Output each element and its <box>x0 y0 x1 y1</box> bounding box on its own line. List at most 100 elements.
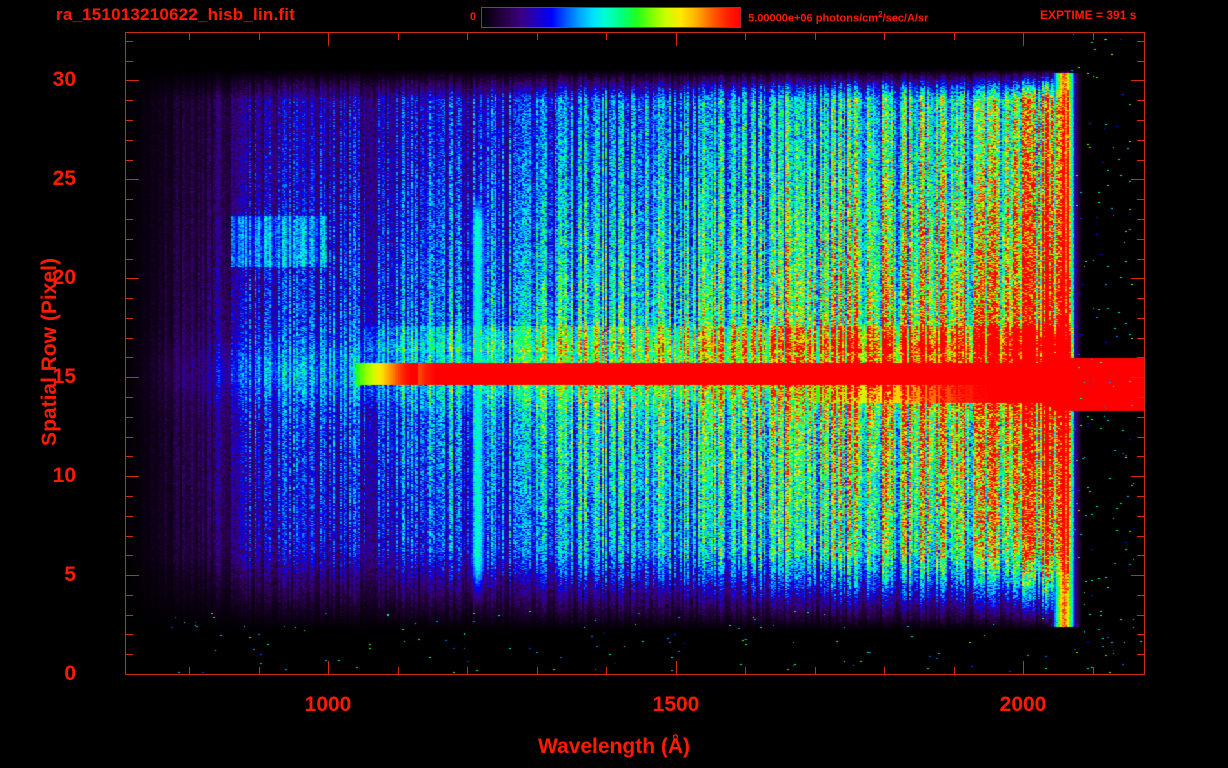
x-tick-minor <box>745 667 746 674</box>
y-tick-label: 5 <box>64 563 76 586</box>
exptime-label: EXPTIME = 391 s <box>1040 8 1137 22</box>
y-tick-label: 15 <box>52 365 76 388</box>
y-tick-minor <box>1137 397 1144 398</box>
y-tick-minor <box>1137 61 1144 62</box>
plot-frame <box>125 32 1145 675</box>
x-tick-minor <box>954 33 955 40</box>
y-tick-minor <box>126 595 133 596</box>
x-tick-major <box>1023 33 1024 46</box>
y-tick-minor <box>1137 199 1144 200</box>
y-tick-minor <box>126 318 133 319</box>
y-tick-major <box>1131 575 1144 576</box>
y-tick-major <box>1131 476 1144 477</box>
x-tick-label: 2000 <box>999 693 1047 716</box>
page-title: ra_151013210622_hisb_lin.fit <box>56 5 296 24</box>
y-tick-minor <box>1137 634 1144 635</box>
y-tick-minor <box>1137 100 1144 101</box>
y-tick-major <box>126 179 139 180</box>
y-tick-minor <box>1137 219 1144 220</box>
y-tick-minor <box>1137 120 1144 121</box>
x-tick-minor <box>537 667 538 674</box>
y-tick-major <box>126 80 139 81</box>
y-tick-minor <box>1137 654 1144 655</box>
y-tick-major <box>1131 377 1144 378</box>
y-tick-minor <box>126 100 133 101</box>
y-tick-minor <box>126 357 133 358</box>
y-tick-label: 25 <box>52 167 76 190</box>
y-tick-minor <box>126 120 133 121</box>
y-tick-minor <box>126 298 133 299</box>
y-tick-label: 0 <box>64 662 76 685</box>
y-tick-label: 10 <box>52 464 76 487</box>
y-tick-label: 20 <box>52 266 76 289</box>
x-tick-minor <box>259 667 260 674</box>
x-tick-minor <box>884 667 885 674</box>
y-tick-minor <box>1137 555 1144 556</box>
x-tick-major <box>328 33 329 46</box>
y-tick-minor <box>126 536 133 537</box>
y-tick-minor <box>126 338 133 339</box>
y-tick-minor <box>126 41 133 42</box>
y-tick-major <box>126 476 139 477</box>
colorbar-gradient <box>481 6 742 28</box>
x-tick-minor <box>884 33 885 40</box>
y-tick-minor <box>126 634 133 635</box>
x-tick-minor <box>1093 33 1094 40</box>
x-tick-minor <box>954 667 955 674</box>
x-tick-minor <box>189 667 190 674</box>
y-tick-minor <box>126 199 133 200</box>
colorbar-max-units: /sec/A/sr <box>882 12 929 25</box>
y-tick-minor <box>126 259 133 260</box>
x-tick-major <box>676 33 677 46</box>
y-tick-minor <box>1137 496 1144 497</box>
colorbar-max-label: 5.00000e+06 photons/cm2/sec/A/sr <box>748 10 928 25</box>
y-tick-minor <box>126 654 133 655</box>
y-tick-minor <box>126 417 133 418</box>
x-tick-minor <box>606 33 607 40</box>
y-axis-title: Spatial Row (Pixel) <box>38 258 61 446</box>
y-tick-major <box>126 575 139 576</box>
y-tick-minor <box>1137 516 1144 517</box>
y-tick-minor <box>1137 338 1144 339</box>
x-tick-minor <box>189 33 190 40</box>
x-tick-minor <box>398 33 399 40</box>
y-tick-minor <box>1137 357 1144 358</box>
y-tick-minor <box>126 437 133 438</box>
colorbar: 0 5.00000e+06 photons/cm2/sec/A/sr <box>470 6 928 28</box>
x-tick-minor <box>606 667 607 674</box>
y-tick-minor <box>126 516 133 517</box>
y-tick-label: 30 <box>52 68 76 91</box>
y-tick-minor <box>126 219 133 220</box>
y-tick-major <box>126 278 139 279</box>
y-tick-minor <box>1137 318 1144 319</box>
y-tick-minor <box>126 496 133 497</box>
colorbar-min-label: 0 <box>470 11 477 23</box>
y-tick-minor <box>1137 456 1144 457</box>
y-tick-minor <box>126 160 133 161</box>
x-tick-minor <box>467 667 468 674</box>
y-tick-major <box>1131 278 1144 279</box>
y-tick-minor <box>1137 160 1144 161</box>
x-tick-minor <box>815 33 816 40</box>
x-tick-major <box>1023 661 1024 674</box>
y-tick-minor <box>126 615 133 616</box>
y-tick-major <box>1131 674 1144 675</box>
y-tick-minor <box>126 61 133 62</box>
x-tick-minor <box>537 33 538 40</box>
x-tick-minor <box>1093 667 1094 674</box>
y-tick-minor <box>126 456 133 457</box>
x-tick-label: 1000 <box>304 693 352 716</box>
y-tick-minor <box>1137 259 1144 260</box>
x-tick-minor <box>745 33 746 40</box>
y-tick-minor <box>126 555 133 556</box>
y-tick-minor <box>126 239 133 240</box>
x-tick-minor <box>815 667 816 674</box>
y-tick-minor <box>1137 536 1144 537</box>
y-tick-minor <box>1137 298 1144 299</box>
y-tick-minor <box>1137 41 1144 42</box>
y-tick-minor <box>1137 595 1144 596</box>
spectrogram-image <box>126 33 1144 674</box>
colorbar-max-exponent: 2 <box>878 9 883 19</box>
y-tick-major <box>126 377 139 378</box>
